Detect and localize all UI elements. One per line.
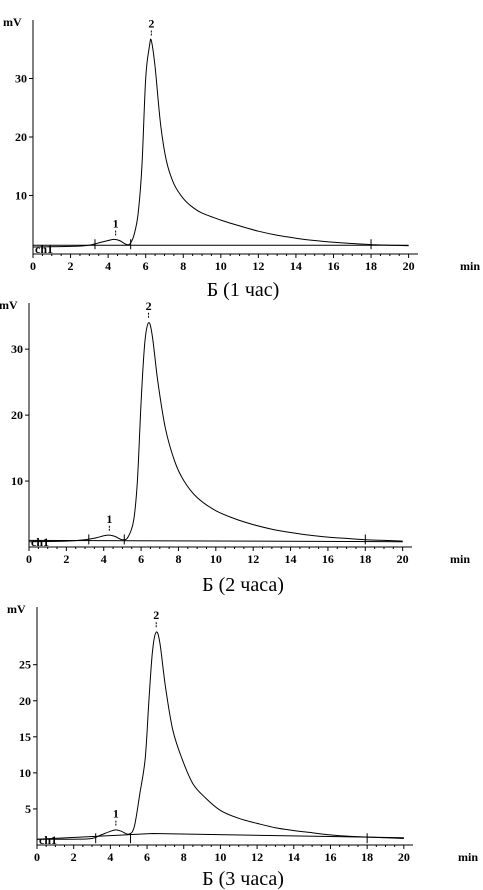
x-tick-label: 14 [285, 552, 297, 566]
x-tick-label: 10 [210, 552, 222, 566]
x-tick-label: 12 [251, 850, 263, 864]
peak-label: 2 [153, 608, 159, 622]
y-tick-label: 10 [11, 474, 23, 488]
panel-caption: Б (3 часа) [202, 868, 284, 890]
x-tick-label: 4 [101, 552, 107, 566]
x-tick-label: 2 [71, 850, 77, 864]
y-tick-label: 5 [25, 802, 31, 816]
signal-trace [32, 38, 409, 248]
x-tick-label: 14 [290, 259, 302, 273]
x-tick-label: 16 [327, 259, 339, 273]
peak-label: 2 [146, 299, 152, 313]
y-tick-label: 10 [19, 766, 31, 780]
panel-caption: Б (1 час) [207, 279, 280, 301]
peak-label: 2 [148, 16, 154, 30]
x-tick-label: 2 [68, 259, 74, 273]
y-tick-label: 30 [11, 342, 23, 356]
x-tick-label: 18 [365, 259, 377, 273]
x-tick-label: 8 [181, 850, 187, 864]
x-tick-label: 18 [361, 850, 373, 864]
integration-baseline [36, 832, 404, 840]
x-tick-label: 8 [175, 552, 181, 566]
x-tick-label: 6 [138, 552, 144, 566]
integration-baseline [28, 539, 403, 543]
y-tick-label: 15 [19, 730, 31, 744]
y-tick-label: 25 [19, 658, 31, 672]
y-tick-label: 20 [19, 694, 31, 708]
x-tick-label: 0 [26, 552, 32, 566]
signal-trace [28, 322, 403, 543]
x-tick-label: 8 [180, 259, 186, 273]
x-tick-label: 20 [403, 259, 415, 273]
panel-caption: Б (2 часа) [202, 574, 284, 596]
x-tick-label: 20 [397, 552, 409, 566]
y-axis-unit: mV [7, 602, 26, 616]
x-axis-unit: min [458, 850, 478, 864]
channel-label: ch1 [35, 242, 53, 256]
peak-label: 1 [113, 217, 119, 231]
channel-label: ch1 [39, 833, 57, 847]
x-tick-label: 16 [322, 552, 334, 566]
peak-label: 1 [113, 807, 119, 821]
y-axis-unit: mV [3, 15, 22, 29]
x-tick-label: 16 [324, 850, 336, 864]
x-axis-unit: min [450, 552, 470, 566]
x-tick-label: 0 [34, 850, 40, 864]
x-tick-label: 10 [214, 850, 226, 864]
x-tick-label: 4 [107, 850, 113, 864]
y-axis-unit: mV [0, 298, 18, 312]
x-tick-label: 12 [252, 259, 264, 273]
x-tick-label: 12 [247, 552, 259, 566]
signal-trace [36, 631, 404, 840]
peak-label: 1 [106, 512, 112, 526]
x-tick-label: 20 [398, 850, 410, 864]
x-tick-label: 6 [144, 850, 150, 864]
x-tick-label: 2 [63, 552, 69, 566]
x-axis-unit: min [460, 259, 480, 273]
x-tick-label: 0 [30, 259, 36, 273]
y-tick-label: 30 [15, 72, 27, 86]
x-tick-label: 4 [105, 259, 111, 273]
y-tick-label: 20 [11, 408, 23, 422]
y-tick-label: 20 [15, 130, 27, 144]
x-tick-label: 14 [288, 850, 300, 864]
x-tick-label: 6 [143, 259, 149, 273]
x-tick-label: 18 [359, 552, 371, 566]
x-tick-label: 10 [215, 259, 227, 273]
y-tick-label: 10 [15, 189, 27, 203]
